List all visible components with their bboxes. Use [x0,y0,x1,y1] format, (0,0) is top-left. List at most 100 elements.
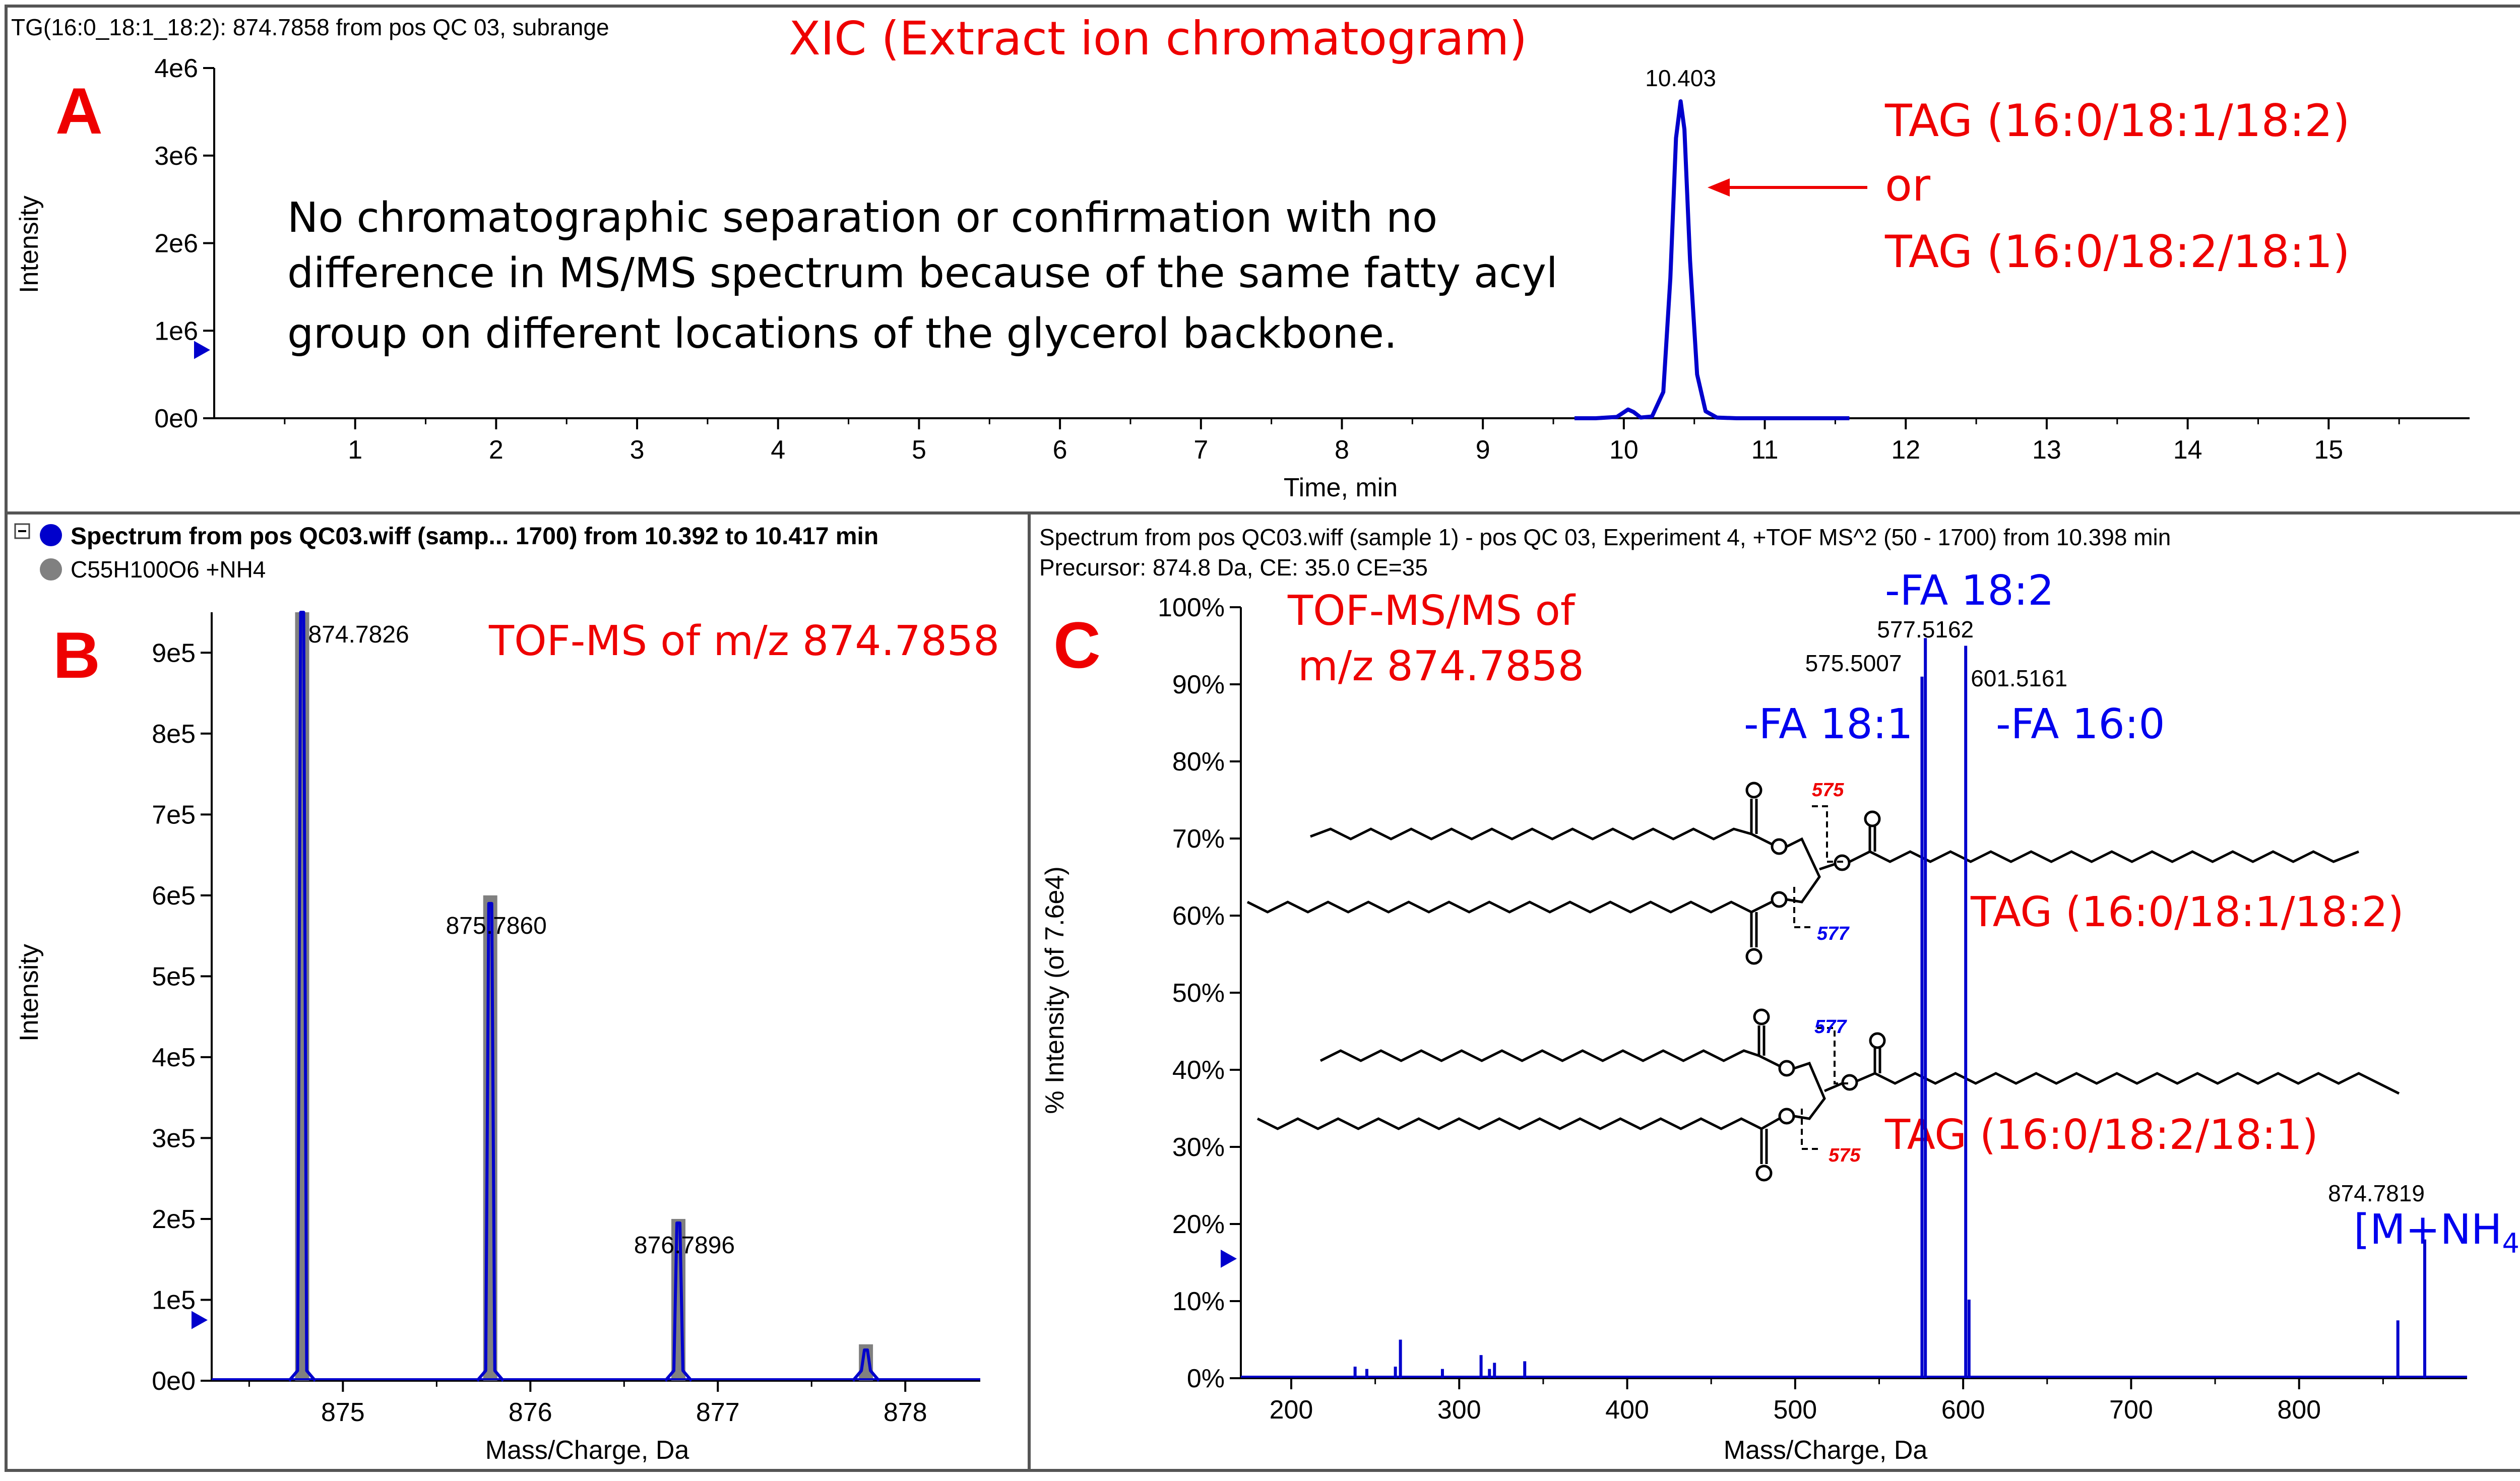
y-tick-label: 80% [1172,747,1225,777]
tag-structure-2-cuts [1801,1027,1852,1150]
panel-c-plot: 200 300 400 500 600 700 800 0% 10% 20% 30% 40% 50% 60… [1158,593,2467,1425]
y-tick-label: 90% [1172,670,1225,699]
y-tick-label: 0% [1187,1364,1225,1393]
x-tick-label: 300 [1437,1395,1481,1425]
y-tick-label: 60% [1172,902,1225,931]
ion-subscript: 4 [2502,1228,2519,1259]
y-tick-label: 1e6 [154,316,198,346]
y-tick-label: 8e5 [152,720,196,749]
x-tick-label: 876 [509,1398,552,1427]
panel-a-title: XIC (Extract ion chromatogram) [789,12,1527,66]
y-tick-label: 6e5 [152,881,196,911]
panel-a-arrow [1708,178,1867,197]
panel-a-note-line2: difference in MS/MS spectrum because of … [287,249,1558,297]
y-tick-label: 2e5 [152,1205,196,1234]
panel-c-ylabel: % Intensity (of 7.6e4) [1040,866,1069,1114]
y-tick-label: 7e5 [152,800,196,829]
x-tick-label: 4 [771,435,785,465]
panel-b-plot: 875 876 877 878 0e0 1e5 2e5 3e5 4e5 5e5 6e5 7e5 8e5 9… [152,611,980,1427]
tag-structure-1 [1246,782,2359,965]
y-tick-label: 30% [1172,1133,1225,1162]
peak-label: 876.7896 [634,1232,735,1259]
xic-trace [1574,99,1850,420]
peak-label: 10.403 [1645,65,1716,91]
y-tick-label: 5e5 [152,962,196,991]
legend-theoretical-marker [40,558,62,581]
x-tick-label: 877 [696,1398,740,1427]
y-tick-label: 3e5 [152,1124,196,1153]
y-tick-label: 4e5 [152,1043,196,1072]
x-tick-label: 8 [1335,435,1349,465]
tag-label-1: TAG (16:0/18:1/18:2) [1970,888,2404,936]
x-tick-label: 700 [2109,1395,2153,1425]
panel-b-ylabel: Intensity [15,944,44,1042]
panel-c-letter: C [1053,608,1101,682]
frag-577-label-1: 577 [1817,923,1850,944]
panel-c-frame [1028,511,2520,1472]
label-fa-18-2: -FA 18:2 [1885,567,2054,615]
y-tick-label: 40% [1172,1056,1225,1085]
threshold-marker [192,1311,208,1329]
tag-label-2: TAG (16:0/18:2/18:1) [1884,1111,2318,1159]
y-tick-label: 3e6 [154,142,198,171]
panel-b-letter: B [53,618,100,692]
y-tick-label: 9e5 [152,638,196,668]
peak-label: 601.5161 [1971,665,2067,691]
x-tick-label: 5 [912,435,926,465]
threshold-marker [1221,1249,1237,1268]
panel-a-tag-or: or [1885,159,1931,211]
x-tick-label: 875 [321,1398,365,1427]
x-tick-label: 1 [348,435,362,465]
panel-c-subheader: Precursor: 874.8 Da, CE: 35.0 CE=35 [1039,554,1428,581]
x-tick-label: 400 [1605,1395,1649,1425]
frag-577-label-2: 577 [1814,1016,1847,1038]
y-tick-label: 1e5 [152,1285,196,1315]
y-tick-label: 2e6 [154,229,198,259]
measured-peak [476,902,505,1382]
threshold-marker [194,341,210,359]
x-tick-label: 2 [489,435,503,465]
y-tick-label: 4e6 [154,54,198,83]
panel-a-note-line1: No chromatographic separation or confirm… [287,194,1437,242]
x-tick-label: 500 [1773,1395,1817,1425]
peak-label: 875.7860 [446,913,547,939]
x-tick-label: 878 [884,1398,927,1427]
legend-measured-marker [40,524,62,546]
x-tick-label: 7 [1193,435,1208,465]
y-tick-label: 0e0 [152,1367,196,1396]
y-tick-label: 10% [1172,1287,1225,1316]
x-tick-label: 14 [2173,435,2202,465]
x-tick-label: 12 [1891,435,1920,465]
panel-a-tag-line2: TAG (16:0/18:2/18:1) [1884,226,2350,278]
panel-a-header: TG(16:0_18:1_18:2): 874.7858 from pos QC… [11,14,609,40]
x-tick-label: 15 [2314,435,2343,465]
x-tick-label: 9 [1476,435,1490,465]
label-fa-16-0: -FA 16:0 [1996,700,2165,748]
frag-575-label-2: 575 [1829,1145,1861,1166]
peak-label: 577.5162 [1877,616,1974,642]
measured-peak [288,611,317,1382]
peak-label: 575.5007 [1805,650,1902,676]
x-tick-label: 11 [1751,435,1779,465]
tag-structure-2 [1256,1008,2400,1182]
y-tick-label: 0e0 [154,404,198,433]
y-tick-label: 20% [1172,1210,1225,1239]
x-tick-label: 200 [1270,1395,1313,1425]
tag-structure-1-cuts [1793,805,1845,928]
panel-b-legend-label: C55H100O6 +NH4 [71,556,266,583]
panel-a-letter: A [55,74,103,148]
measured-peak [851,1348,880,1382]
frag-575-label-1: 575 [1812,780,1844,801]
panel-a-xlabel: Time, min [1284,473,1398,502]
panel-c-xlabel: Mass/Charge, Da [1724,1436,1928,1465]
x-tick-label: 600 [1941,1395,1985,1425]
panel-a-tag-line1: TAG (16:0/18:1/18:2) [1884,95,2350,147]
x-tick-label: 10 [1609,435,1639,465]
ion-text: [M+NH [2354,1206,2502,1254]
measured-peak [664,1221,693,1382]
x-tick-label: 3 [630,435,645,465]
panel-b-title: TOF-MS of m/z 874.7858 [488,617,999,665]
panel-a-ylabel: Intensity [15,196,44,293]
